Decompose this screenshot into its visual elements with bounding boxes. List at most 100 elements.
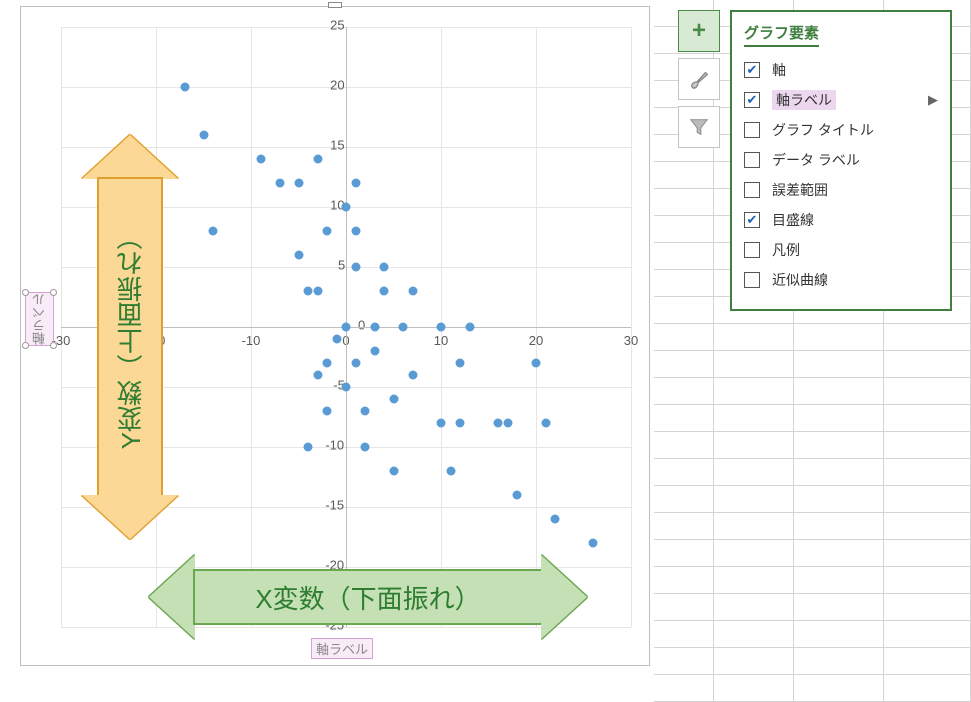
data-marker[interactable]	[351, 263, 360, 272]
flyout-item-label: 軸	[772, 60, 786, 80]
flyout-item-label: 近似曲線	[772, 270, 828, 290]
data-marker[interactable]	[351, 179, 360, 188]
checkbox[interactable]	[744, 182, 760, 198]
chevron-right-icon[interactable]: ▶	[928, 92, 938, 108]
flyout-item-label: 誤差範囲	[772, 180, 828, 200]
flyout-item-1[interactable]: ✔ 軸ラベル ▶	[744, 85, 938, 115]
flyout-item-3[interactable]: データ ラベル	[744, 145, 938, 175]
data-marker[interactable]	[465, 323, 474, 332]
data-marker[interactable]	[513, 491, 522, 500]
data-marker[interactable]	[332, 335, 341, 344]
data-marker[interactable]	[342, 203, 351, 212]
chart-object[interactable]: -25-20-15-10-50510152025-30-20-100102030…	[20, 6, 650, 666]
data-marker[interactable]	[313, 371, 322, 380]
data-marker[interactable]	[589, 539, 598, 548]
data-marker[interactable]	[503, 419, 512, 428]
funnel-icon	[688, 116, 710, 138]
data-marker[interactable]	[380, 287, 389, 296]
data-marker[interactable]	[342, 383, 351, 392]
data-marker[interactable]	[370, 347, 379, 356]
flyout-item-5[interactable]: ✔ 目盛線	[744, 205, 938, 235]
data-marker[interactable]	[399, 323, 408, 332]
data-marker[interactable]	[408, 287, 417, 296]
data-marker[interactable]	[199, 131, 208, 140]
data-marker[interactable]	[389, 395, 398, 404]
data-marker[interactable]	[361, 407, 370, 416]
x-tick-label: 30	[624, 333, 638, 348]
y-arrow-annotation[interactable]: Y変数（上面振れ）	[87, 137, 173, 537]
checkbox[interactable]	[744, 272, 760, 288]
data-marker[interactable]	[323, 359, 332, 368]
checkbox[interactable]	[744, 122, 760, 138]
data-marker[interactable]	[370, 323, 379, 332]
flyout-item-label: データ ラベル	[772, 150, 860, 170]
gridline-v	[631, 27, 632, 627]
x-arrow-label: X変数（下面振れ）	[255, 579, 480, 616]
flyout-item-6[interactable]: 凡例	[744, 235, 938, 265]
data-marker[interactable]	[351, 227, 360, 236]
data-marker[interactable]	[408, 371, 417, 380]
y-tick-label: -10	[325, 438, 344, 453]
data-marker[interactable]	[456, 419, 465, 428]
y-tick-label: 20	[330, 78, 344, 93]
data-marker[interactable]	[389, 467, 398, 476]
data-marker[interactable]	[323, 407, 332, 416]
data-marker[interactable]	[294, 179, 303, 188]
flyout-item-label: 凡例	[772, 240, 800, 260]
y-tick-label: -15	[325, 498, 344, 513]
data-marker[interactable]	[361, 443, 370, 452]
data-marker[interactable]	[342, 323, 351, 332]
flyout-item-label: 軸ラベル	[772, 90, 836, 110]
flyout-item-0[interactable]: ✔軸	[744, 55, 938, 85]
y-tick-label: 0	[358, 318, 365, 333]
data-marker[interactable]	[304, 443, 313, 452]
chart-elements-flyout: グラフ要素 ✔軸✔軸ラベル▶グラフ タイトルデータ ラベル誤差範囲✔目盛線凡例近…	[730, 10, 952, 311]
data-marker[interactable]	[256, 155, 265, 164]
flyout-item-2[interactable]: グラフ タイトル	[744, 115, 938, 145]
checkbox[interactable]: ✔	[744, 92, 760, 108]
chart-resize-handle-n[interactable]	[328, 2, 342, 8]
data-marker[interactable]	[494, 419, 503, 428]
flyout-item-4[interactable]: 誤差範囲	[744, 175, 938, 205]
checkbox[interactable]	[744, 152, 760, 168]
x-tick-label: 20	[529, 333, 543, 348]
flyout-title: グラフ要素	[744, 22, 819, 47]
data-marker[interactable]	[294, 251, 303, 260]
y-axis-label-placeholder[interactable]: 軸ラベル	[25, 292, 54, 346]
data-marker[interactable]	[313, 287, 322, 296]
x-tick-label: -10	[242, 333, 261, 348]
flyout-item-7[interactable]: 近似曲線	[744, 265, 938, 295]
y-arrow-label: Y変数（上面振れ）	[112, 224, 149, 449]
data-marker[interactable]	[313, 155, 322, 164]
checkbox[interactable]: ✔	[744, 212, 760, 228]
data-marker[interactable]	[351, 359, 360, 368]
data-marker[interactable]	[380, 263, 389, 272]
chart-styles-button[interactable]	[678, 58, 720, 100]
y-axis-label-text: 軸ラベル	[32, 293, 47, 345]
chart-filter-button[interactable]	[678, 106, 720, 148]
flyout-item-label: グラフ タイトル	[772, 120, 874, 140]
data-marker[interactable]	[437, 323, 446, 332]
data-marker[interactable]	[323, 227, 332, 236]
data-marker[interactable]	[446, 467, 455, 476]
plus-icon: +	[692, 17, 706, 45]
x-tick-label: 10	[434, 333, 448, 348]
data-marker[interactable]	[456, 359, 465, 368]
data-marker[interactable]	[532, 359, 541, 368]
y-tick-label: 5	[338, 258, 345, 273]
data-marker[interactable]	[551, 515, 560, 524]
x-axis-label-text: 軸ラベル	[316, 642, 368, 657]
data-marker[interactable]	[541, 419, 550, 428]
data-marker[interactable]	[275, 179, 284, 188]
checkbox[interactable]: ✔	[744, 62, 760, 78]
data-marker[interactable]	[209, 227, 218, 236]
data-marker[interactable]	[180, 83, 189, 92]
data-marker[interactable]	[304, 287, 313, 296]
y-tick-label: 15	[330, 138, 344, 153]
data-marker[interactable]	[437, 419, 446, 428]
x-arrow-annotation[interactable]: X変数（下面振れ）	[151, 555, 581, 637]
x-axis-label-placeholder[interactable]: 軸ラベル	[311, 638, 373, 659]
checkbox[interactable]	[744, 242, 760, 258]
chart-elements-button[interactable]: +	[678, 10, 720, 52]
flyout-item-label: 目盛線	[772, 210, 814, 230]
